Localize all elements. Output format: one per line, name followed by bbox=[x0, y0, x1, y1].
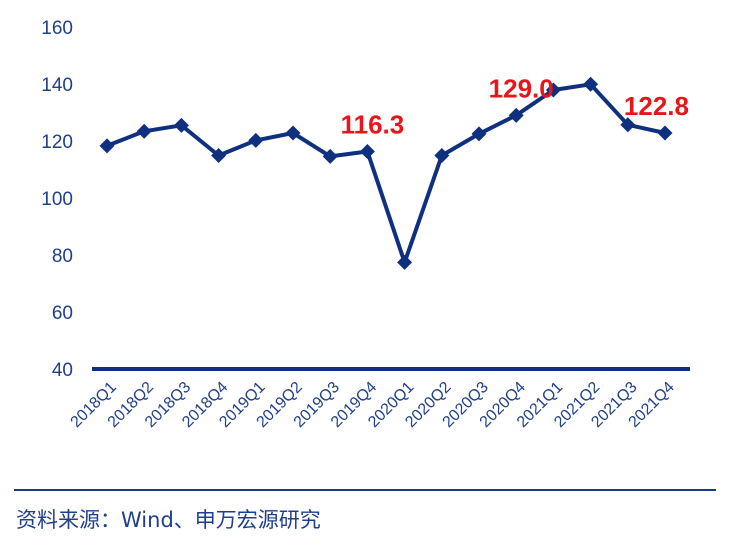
data-point-marker bbox=[397, 254, 413, 270]
data-point-marker bbox=[173, 117, 189, 133]
y-tick-label: 120 bbox=[41, 132, 73, 153]
data-point-marker bbox=[471, 126, 487, 142]
y-tick-label: 80 bbox=[52, 246, 73, 267]
data-point-marker bbox=[620, 117, 636, 133]
y-tick-label: 100 bbox=[41, 189, 73, 210]
source-divider bbox=[14, 489, 716, 491]
data-point-marker bbox=[545, 82, 561, 98]
y-tick-label: 140 bbox=[41, 75, 73, 96]
series-line bbox=[106, 82, 666, 265]
source-note: 资料来源：Wind、申万宏源研究 bbox=[16, 508, 321, 532]
data-point-marker bbox=[99, 138, 115, 154]
data-point-marker bbox=[136, 123, 152, 139]
data-point-marker bbox=[211, 148, 227, 164]
data-point-marker bbox=[583, 76, 599, 92]
data-point-marker bbox=[657, 125, 673, 141]
data-point-marker bbox=[248, 132, 264, 148]
data-point-marker bbox=[285, 125, 301, 141]
data-annotation: 129.0 bbox=[489, 73, 554, 103]
data-annotation: 116.3 bbox=[341, 110, 405, 140]
line-chart: 4060801001201401602018Q12018Q22018Q32018… bbox=[41, 18, 690, 431]
data-point-marker bbox=[434, 148, 450, 164]
y-tick-label: 60 bbox=[52, 303, 73, 324]
data-annotation: 122.8 bbox=[624, 91, 689, 121]
y-tick-label: 160 bbox=[41, 18, 73, 39]
data-point-marker bbox=[359, 144, 375, 160]
data-point-marker bbox=[508, 107, 524, 123]
data-point-marker bbox=[322, 148, 338, 164]
y-tick-label: 40 bbox=[52, 360, 73, 381]
